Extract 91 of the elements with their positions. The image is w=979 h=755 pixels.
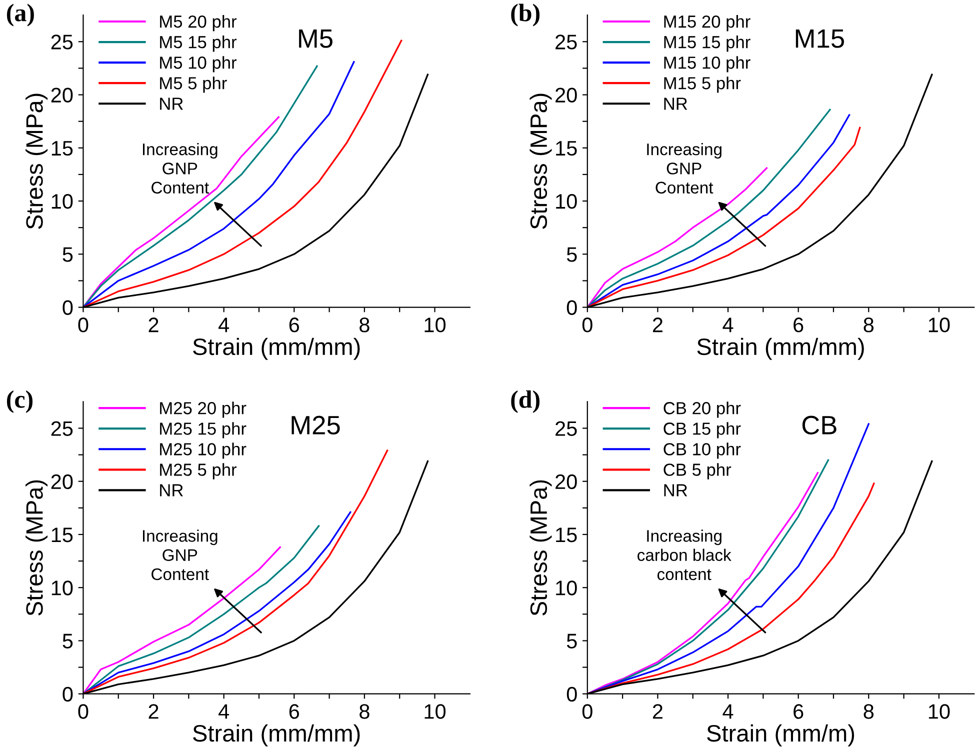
- legend-label: CB 15 phr: [664, 422, 741, 438]
- x-tick-label: 2: [652, 318, 662, 332]
- text: (d): [511, 390, 540, 413]
- line-series: [83, 525, 320, 694]
- y-tick-label: 10: [556, 580, 577, 596]
- annotation: Increasing GNP Content: [142, 143, 218, 194]
- x-tick-label: 8: [360, 704, 370, 719]
- annotation: Increasing carbon black content: [638, 530, 732, 580]
- legend-label: CB 5 phr: [664, 463, 732, 480]
- y-tick-label: 5: [62, 634, 73, 648]
- chart-title: M5: [299, 30, 332, 48]
- x-tick-label: 10: [928, 704, 950, 719]
- y-tick-label: 25: [51, 34, 73, 50]
- x-tick-label: 6: [794, 704, 804, 719]
- y-tick-label: 10: [52, 194, 73, 209]
- x-tick-label: 2: [148, 704, 158, 719]
- y-tick-label: 5: [566, 247, 577, 262]
- x-tick-label: 8: [360, 318, 370, 332]
- line-series: [83, 546, 281, 694]
- annotation: Increasing GNP Content: [647, 143, 722, 194]
- y-axis-title: Stress (MPa): [26, 94, 48, 229]
- legend-label: M15 20 phr: [664, 15, 750, 32]
- legend-label: NR: [160, 98, 183, 110]
- legend-label: M15 15 phr: [664, 36, 750, 52]
- y-axis-title: Stress (MPa): [26, 480, 48, 616]
- legend-label: NR: [664, 98, 688, 110]
- legend-label: M25 10 phr: [160, 442, 246, 459]
- y-tick-label: 0: [566, 686, 577, 702]
- x-tick-label: 10: [928, 318, 950, 332]
- legend-label: M5 20 phr: [160, 15, 237, 32]
- y-tick-label: 15: [556, 528, 577, 542]
- annotation: Increasing GNP Content: [142, 530, 218, 580]
- y-tick-label: 25: [51, 421, 73, 436]
- y-tick-label: 25: [556, 421, 577, 436]
- x-axis-title: Strain (mm/m): [707, 724, 854, 746]
- legend-label: M5 10 phr: [160, 56, 237, 72]
- x-tick-label: 4: [218, 318, 230, 332]
- y-tick-label: 20: [556, 474, 577, 490]
- x-tick-label: 0: [582, 704, 592, 719]
- y-axis-title: Stress (MPa): [530, 480, 552, 616]
- y-tick-label: 5: [62, 247, 73, 262]
- y-tick-label: 10: [52, 580, 73, 596]
- chart-title: M15: [796, 30, 844, 48]
- y-tick-label: 10: [556, 194, 577, 209]
- x-tick-label: 0: [582, 318, 592, 332]
- x-tick-label: 4: [722, 318, 734, 332]
- x-tick-label: 10: [424, 704, 446, 719]
- chart-title: CB: [802, 416, 836, 434]
- text: (b): [511, 4, 540, 26]
- legend-label: CB 20 phr: [664, 402, 741, 418]
- y-tick-label: 5: [566, 634, 577, 648]
- x-tick-label: 6: [289, 704, 300, 719]
- x-tick-label: 8: [864, 318, 874, 332]
- chart-title: M25: [292, 416, 340, 434]
- y-tick-label: 20: [51, 88, 73, 103]
- y-tick-label: 20: [556, 88, 577, 103]
- x-tick-label: 4: [218, 704, 230, 719]
- x-tick-label: 8: [864, 704, 874, 719]
- legend-label: M25 15 phr: [160, 422, 246, 438]
- y-tick-label: 15: [52, 528, 73, 542]
- y-axis-title: Stress (MPa): [530, 94, 552, 229]
- x-tick-label: 4: [722, 704, 734, 719]
- x-tick-label: 6: [289, 318, 300, 332]
- x-axis-title: Strain (mm/mm): [697, 338, 864, 360]
- text: (a): [6, 4, 34, 26]
- legend-label: M5 15 phr: [160, 36, 237, 52]
- line-series: [83, 511, 352, 694]
- legend-label: CB 10 phr: [664, 442, 741, 459]
- x-axis-title: Strain (mm/mm): [193, 724, 360, 746]
- x-axis-title: Strain (mm/mm): [193, 338, 360, 360]
- y-tick-label: 15: [556, 141, 577, 156]
- x-tick-label: 10: [424, 318, 446, 332]
- legend-label: M5 5 phr: [160, 76, 227, 93]
- legend-label: NR: [160, 484, 183, 496]
- y-tick-label: 0: [62, 686, 73, 702]
- legend-label: M15 10 phr: [664, 56, 750, 72]
- legend-label: M25 20 phr: [160, 402, 246, 418]
- y-tick-label: 15: [52, 141, 73, 156]
- legend-label: M25 5 phr: [160, 463, 237, 480]
- x-tick-label: 0: [78, 704, 88, 719]
- y-tick-label: 0: [62, 300, 73, 316]
- x-tick-label: 2: [652, 704, 662, 719]
- y-tick-label: 25: [556, 34, 577, 50]
- legend-label: NR: [664, 484, 688, 496]
- legend-label: M15 5 phr: [664, 76, 741, 93]
- x-tick-label: 6: [794, 318, 804, 332]
- x-tick-label: 0: [78, 318, 88, 332]
- y-tick-label: 20: [51, 474, 73, 490]
- x-tick-label: 2: [148, 318, 158, 332]
- text: (c): [6, 390, 33, 413]
- y-tick-label: 0: [566, 300, 577, 316]
